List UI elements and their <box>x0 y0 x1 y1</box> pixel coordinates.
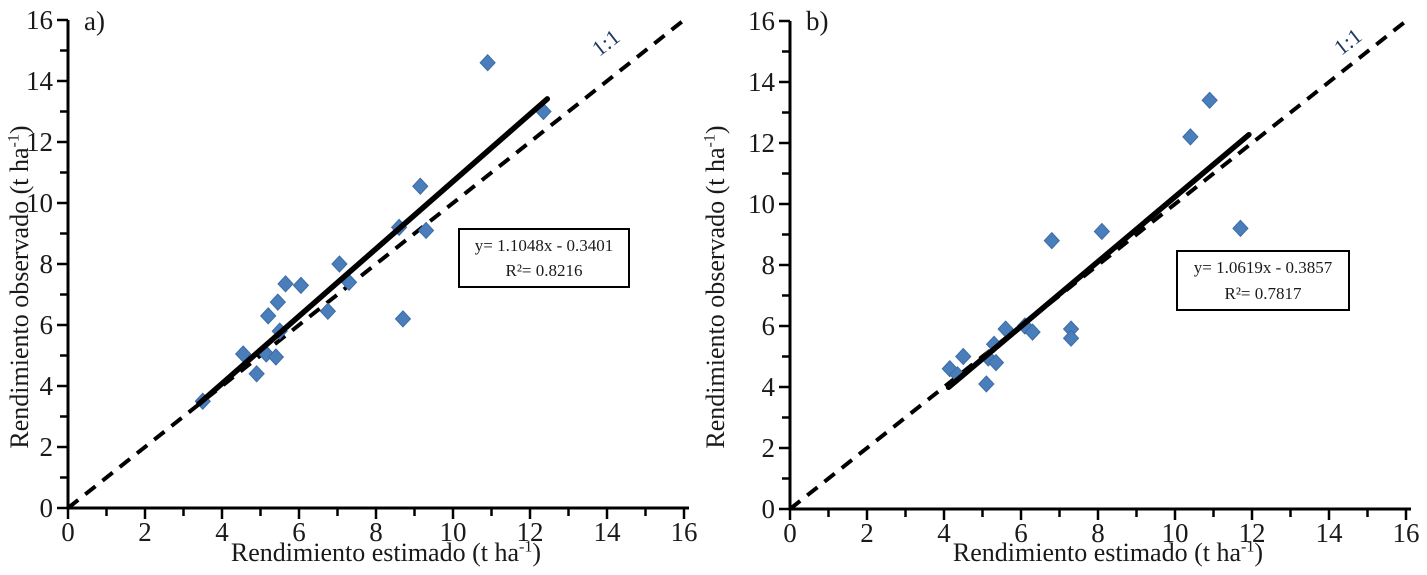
svg-text:14: 14 <box>594 517 622 547</box>
x-axis-title-b: Rendimiento estimado (t ha-1) <box>952 538 1264 567</box>
svg-text:16: 16 <box>671 517 698 547</box>
svg-text:8: 8 <box>1091 518 1105 548</box>
y-axis-title-a: Rendimiento observado (t ha-1) <box>5 125 34 449</box>
panel-label-a: a) <box>84 6 105 36</box>
svg-text:6: 6 <box>40 310 54 340</box>
y-axis-title-b: Rendimiento observado (t ha-1) <box>701 125 730 449</box>
svg-text:4: 4 <box>40 371 54 401</box>
svg-text:10: 10 <box>440 517 467 547</box>
svg-text:14: 14 <box>748 67 776 97</box>
svg-text:14: 14 <box>26 66 54 96</box>
r-squared-text-a: R²= 0.8216 <box>505 261 583 280</box>
equation-box-a: y= 1.1048x - 0.3401 R²= 0.8216 <box>458 228 630 288</box>
equation-box-b: y= 1.0619x - 0.3857 R²= 0.7817 <box>1176 250 1350 311</box>
equation-text-a: y= 1.1048x - 0.3401 <box>474 235 614 255</box>
svg-text:10: 10 <box>1162 518 1189 548</box>
svg-text:4: 4 <box>937 518 951 548</box>
svg-text:2: 2 <box>860 518 874 548</box>
svg-text:8: 8 <box>762 250 776 280</box>
svg-text:4: 4 <box>215 517 229 547</box>
svg-text:4: 4 <box>762 372 776 402</box>
svg-text:6: 6 <box>1014 518 1028 548</box>
svg-text:8: 8 <box>40 249 54 279</box>
svg-text:0: 0 <box>783 518 797 548</box>
svg-text:16: 16 <box>748 6 775 36</box>
svg-text:10: 10 <box>26 188 53 218</box>
svg-text:2: 2 <box>40 432 54 462</box>
svg-text:6: 6 <box>292 517 306 547</box>
svg-text:6: 6 <box>762 311 776 341</box>
svg-text:8: 8 <box>369 517 383 547</box>
svg-text:12: 12 <box>517 517 544 547</box>
panel-label-b: b) <box>806 6 829 36</box>
svg-text:12: 12 <box>26 127 53 157</box>
equation-text-b: y= 1.0619x - 0.3857 <box>1193 258 1333 277</box>
svg-text:12: 12 <box>1239 518 1266 548</box>
r-squared-text-b: R²= 0.7817 <box>1224 283 1302 303</box>
svg-text:12: 12 <box>748 128 775 158</box>
svg-text:0: 0 <box>40 493 54 523</box>
svg-text:0: 0 <box>61 517 75 547</box>
svg-text:0: 0 <box>762 494 776 524</box>
x-axis-title-a: Rendimiento estimado (t ha-1) <box>230 538 542 567</box>
svg-text:2: 2 <box>762 433 776 463</box>
svg-text:2: 2 <box>138 517 152 547</box>
plot-a-area: 0 2 4 6 8 10 12 14 16 0 2 4 6 8 10 12 14 16 <box>26 5 698 547</box>
plot-b-area: 0 2 4 6 8 10 12 14 16 0 2 4 6 8 10 12 14 16 <box>748 6 1420 548</box>
svg-text:14: 14 <box>1316 518 1344 548</box>
svg-text:16: 16 <box>26 5 53 35</box>
svg-text:16: 16 <box>1393 518 1420 548</box>
svg-text:10: 10 <box>748 189 775 219</box>
